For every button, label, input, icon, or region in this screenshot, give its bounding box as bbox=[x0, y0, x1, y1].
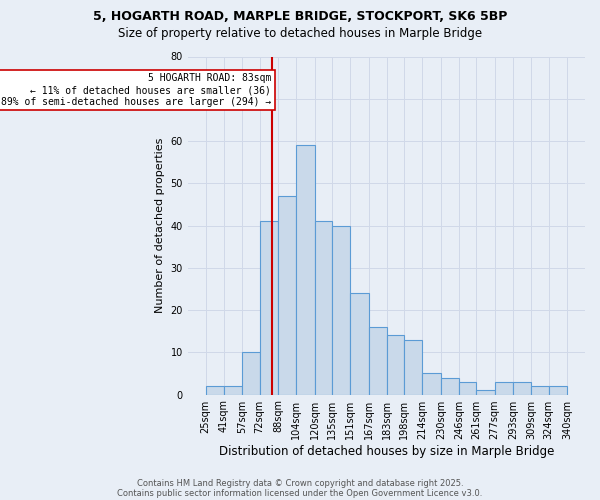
Bar bbox=[296, 145, 314, 394]
Bar bbox=[476, 390, 494, 394]
Bar bbox=[532, 386, 548, 394]
Bar bbox=[513, 382, 532, 394]
Text: Contains public sector information licensed under the Open Government Licence v3: Contains public sector information licen… bbox=[118, 488, 482, 498]
Bar bbox=[278, 196, 296, 394]
Bar bbox=[368, 327, 387, 394]
Bar bbox=[404, 340, 422, 394]
Bar bbox=[350, 293, 368, 394]
Bar bbox=[548, 386, 567, 394]
Bar bbox=[422, 374, 441, 394]
Text: 5 HOGARTH ROAD: 83sqm
← 11% of detached houses are smaller (36)
89% of semi-deta: 5 HOGARTH ROAD: 83sqm ← 11% of detached … bbox=[1, 74, 271, 106]
Bar bbox=[206, 386, 224, 394]
Bar bbox=[242, 352, 260, 395]
Bar bbox=[314, 222, 332, 394]
Bar bbox=[332, 226, 350, 394]
Y-axis label: Number of detached properties: Number of detached properties bbox=[155, 138, 165, 313]
Bar bbox=[494, 382, 513, 394]
Text: Size of property relative to detached houses in Marple Bridge: Size of property relative to detached ho… bbox=[118, 28, 482, 40]
Bar bbox=[387, 336, 404, 394]
Bar bbox=[224, 386, 242, 394]
Bar bbox=[459, 382, 476, 394]
Bar bbox=[260, 222, 278, 394]
Text: 5, HOGARTH ROAD, MARPLE BRIDGE, STOCKPORT, SK6 5BP: 5, HOGARTH ROAD, MARPLE BRIDGE, STOCKPOR… bbox=[93, 10, 507, 23]
Bar bbox=[441, 378, 459, 394]
Text: Contains HM Land Registry data © Crown copyright and database right 2025.: Contains HM Land Registry data © Crown c… bbox=[137, 478, 463, 488]
X-axis label: Distribution of detached houses by size in Marple Bridge: Distribution of detached houses by size … bbox=[218, 444, 554, 458]
